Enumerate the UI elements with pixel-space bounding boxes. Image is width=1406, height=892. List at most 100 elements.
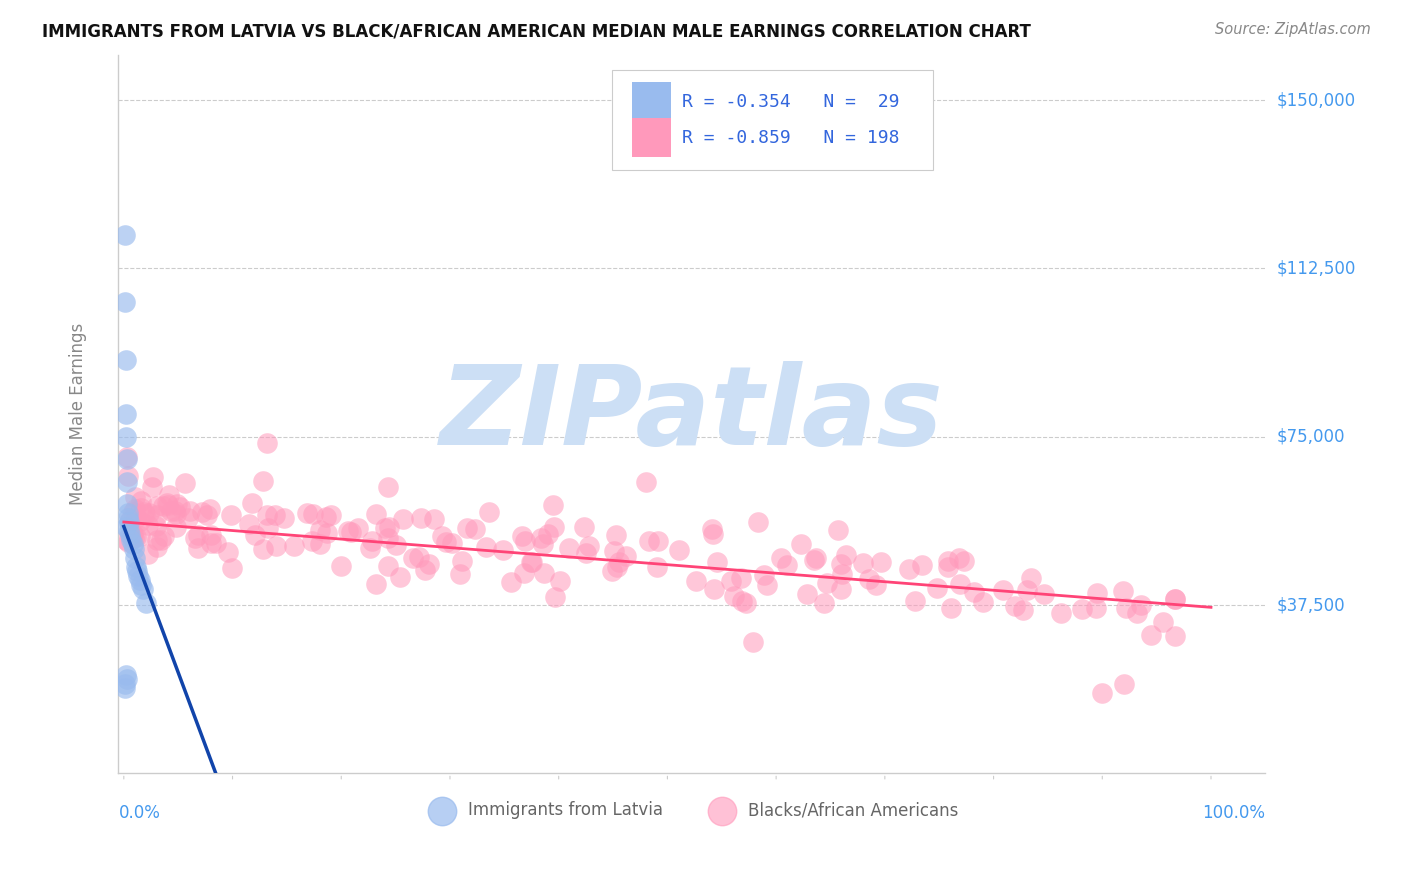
Point xyxy=(605,528,627,542)
Text: R = -0.859   N = 198: R = -0.859 N = 198 xyxy=(682,128,898,147)
Point xyxy=(184,531,207,545)
Point xyxy=(165,504,187,518)
Point xyxy=(157,488,180,502)
Point xyxy=(600,564,623,578)
Point xyxy=(730,571,752,585)
Point xyxy=(513,533,536,548)
Point xyxy=(132,582,155,597)
Point xyxy=(115,353,138,368)
Point xyxy=(1071,602,1094,616)
Point xyxy=(647,534,669,549)
Point xyxy=(813,596,835,610)
Point xyxy=(152,499,174,513)
Point xyxy=(723,589,745,603)
Point xyxy=(122,505,145,519)
Point xyxy=(1084,601,1107,615)
Point xyxy=(120,528,142,542)
Point xyxy=(392,512,415,526)
Point xyxy=(752,568,775,582)
Point xyxy=(441,536,464,550)
Point xyxy=(179,504,201,518)
Point xyxy=(283,539,305,553)
Point xyxy=(530,531,553,545)
Point xyxy=(114,295,136,310)
Text: $75,000: $75,000 xyxy=(1277,428,1346,446)
Point xyxy=(115,452,138,467)
Point xyxy=(198,502,221,516)
Point xyxy=(252,541,274,556)
Point xyxy=(257,521,280,535)
Point xyxy=(533,566,555,580)
Point xyxy=(731,594,754,608)
Point xyxy=(575,546,598,560)
Point xyxy=(129,578,152,592)
Point xyxy=(153,529,176,543)
Point xyxy=(378,520,401,534)
Point xyxy=(1164,591,1187,606)
Point xyxy=(114,227,136,242)
Point xyxy=(273,511,295,525)
Point xyxy=(329,559,352,574)
Point xyxy=(1112,676,1135,690)
Point xyxy=(115,533,138,547)
Point xyxy=(138,507,160,521)
Point xyxy=(156,495,179,509)
Point xyxy=(776,558,799,572)
Point xyxy=(169,500,191,514)
Point xyxy=(315,526,337,541)
Point xyxy=(121,537,143,551)
Point xyxy=(742,635,765,649)
Point xyxy=(478,505,501,519)
Point xyxy=(898,562,921,576)
Point xyxy=(607,555,630,569)
Point xyxy=(668,543,690,558)
Point xyxy=(134,505,156,519)
Point xyxy=(141,480,163,494)
Point xyxy=(347,521,370,535)
Point xyxy=(120,513,142,527)
Point xyxy=(197,508,219,523)
Point xyxy=(1050,607,1073,621)
Point xyxy=(165,507,187,521)
Point xyxy=(174,475,197,490)
Point xyxy=(543,520,565,534)
Point xyxy=(1112,583,1135,598)
Point xyxy=(1012,603,1035,617)
Point xyxy=(165,520,187,534)
Point xyxy=(264,539,287,553)
Point xyxy=(513,566,536,580)
Point xyxy=(703,582,725,597)
Point xyxy=(135,596,157,610)
Point xyxy=(374,521,396,535)
Text: $37,500: $37,500 xyxy=(1277,596,1346,614)
Point xyxy=(464,522,486,536)
Point xyxy=(146,500,169,514)
Point xyxy=(145,519,167,533)
Point xyxy=(520,555,543,569)
Point xyxy=(309,537,332,551)
Point xyxy=(134,507,156,521)
Point xyxy=(129,529,152,543)
Point xyxy=(747,515,769,529)
Point xyxy=(456,520,478,534)
Point xyxy=(336,524,359,538)
Point xyxy=(256,508,278,522)
FancyBboxPatch shape xyxy=(633,82,671,121)
Point xyxy=(948,550,970,565)
Point xyxy=(129,574,152,588)
Point xyxy=(124,511,146,525)
Point xyxy=(870,555,893,569)
Point xyxy=(136,518,159,533)
FancyBboxPatch shape xyxy=(633,119,671,157)
Point xyxy=(187,541,209,555)
Point xyxy=(264,508,287,523)
Point xyxy=(1091,685,1114,699)
Point xyxy=(146,540,169,554)
Point xyxy=(1164,591,1187,606)
Point xyxy=(377,480,399,494)
Point xyxy=(117,450,139,464)
Point xyxy=(963,585,986,599)
Point xyxy=(645,560,668,574)
Point xyxy=(936,554,959,568)
Point xyxy=(142,470,165,484)
